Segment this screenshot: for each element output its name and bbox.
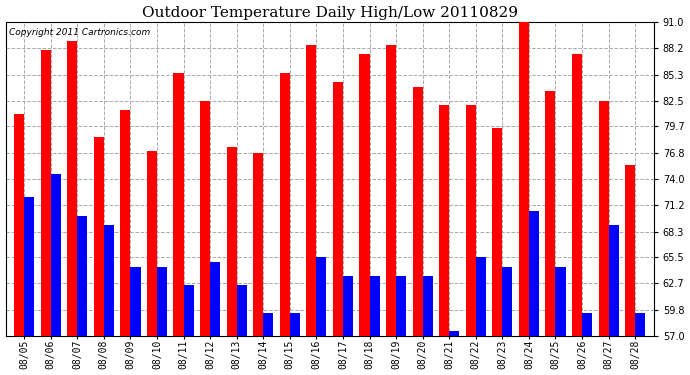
Bar [423, 276, 433, 336]
Bar [317, 258, 326, 336]
Bar [476, 258, 486, 336]
Bar [439, 105, 449, 336]
Bar [226, 147, 237, 336]
Bar [200, 100, 210, 336]
Bar [264, 313, 273, 336]
Text: Copyright 2011 Cartronics.com: Copyright 2011 Cartronics.com [9, 28, 150, 38]
Bar [635, 313, 645, 336]
Bar [492, 128, 502, 336]
Bar [333, 82, 343, 336]
Bar [359, 54, 370, 336]
Bar [555, 267, 566, 336]
Bar [41, 50, 51, 336]
Bar [14, 114, 24, 336]
Bar [130, 267, 141, 336]
Bar [545, 92, 555, 336]
Bar [572, 54, 582, 336]
Bar [157, 267, 167, 336]
Bar [609, 225, 619, 336]
Bar [237, 285, 247, 336]
Bar [386, 45, 396, 336]
Bar [449, 331, 460, 336]
Bar [104, 225, 114, 336]
Bar [306, 45, 317, 336]
Bar [502, 267, 513, 336]
Bar [598, 100, 609, 336]
Bar [253, 153, 264, 336]
Title: Outdoor Temperature Daily High/Low 20110829: Outdoor Temperature Daily High/Low 20110… [141, 6, 518, 20]
Bar [184, 285, 194, 336]
Bar [147, 152, 157, 336]
Bar [173, 73, 184, 336]
Bar [94, 138, 104, 336]
Bar [370, 276, 380, 336]
Bar [77, 216, 88, 336]
Bar [67, 40, 77, 336]
Bar [24, 198, 34, 336]
Bar [290, 313, 300, 336]
Bar [582, 313, 592, 336]
Bar [120, 110, 130, 336]
Bar [343, 276, 353, 336]
Bar [51, 174, 61, 336]
Bar [396, 276, 406, 336]
Bar [466, 105, 476, 336]
Bar [279, 73, 290, 336]
Bar [625, 165, 635, 336]
Bar [529, 211, 539, 336]
Bar [519, 22, 529, 336]
Bar [210, 262, 220, 336]
Bar [413, 87, 423, 336]
